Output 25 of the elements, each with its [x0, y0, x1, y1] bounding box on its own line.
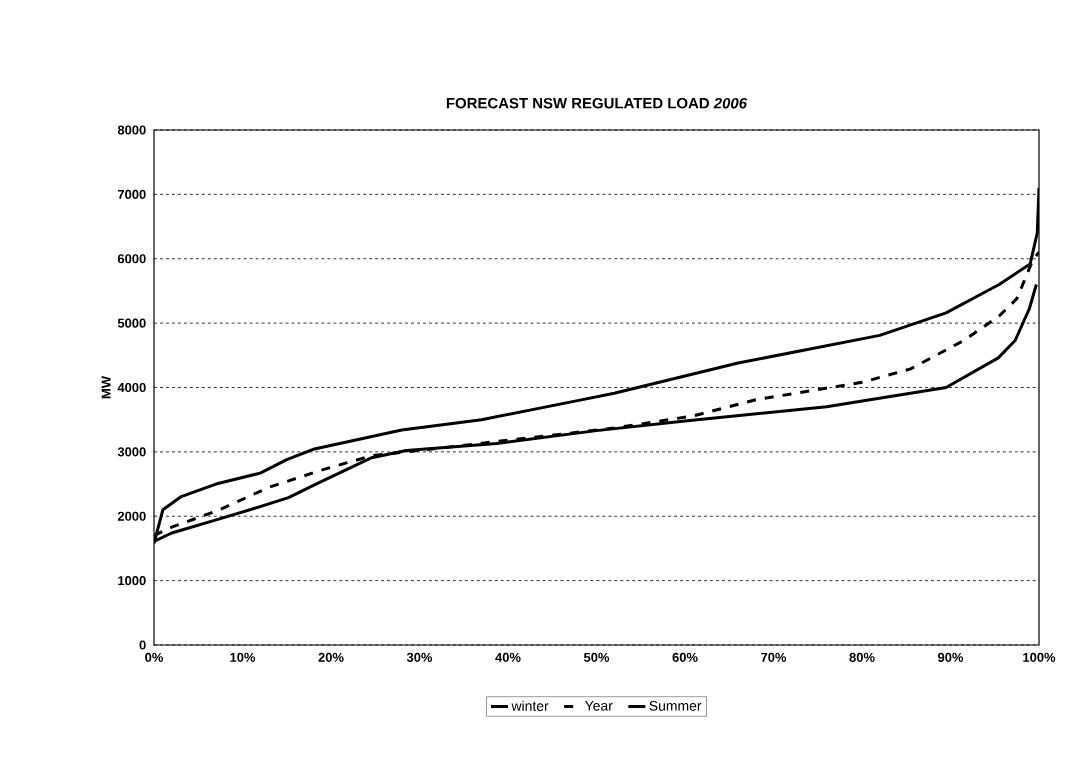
y-axis-title: MW — [101, 376, 111, 399]
x-tick-label: 70% — [761, 652, 787, 662]
chart-title: FORECAST NSW REGULATED LOAD 2006 — [446, 97, 748, 109]
legend-label: Summer — [649, 700, 702, 711]
y-tick-label: 3000 — [117, 447, 146, 457]
y-tick-label: 0 — [139, 640, 146, 650]
x-tick-label: 30% — [406, 652, 433, 662]
x-tick-label: 10% — [230, 652, 256, 662]
x-tick-label: 0% — [145, 652, 164, 662]
y-tick-label: 6000 — [117, 254, 146, 264]
y-tick-label: 5000 — [117, 318, 146, 328]
x-tick-label: 60% — [672, 652, 698, 662]
x-tick-label: 40% — [495, 652, 521, 662]
y-tick-label: 2000 — [117, 511, 146, 521]
legend-label: winter — [511, 700, 549, 711]
legend-label: Year — [584, 700, 613, 711]
x-tick-label: 20% — [318, 652, 344, 662]
x-tick-label: 50% — [583, 652, 610, 662]
x-tick-label: 80% — [849, 652, 875, 662]
y-tick-label: 8000 — [117, 125, 146, 135]
y-tick-label: 1000 — [118, 576, 146, 586]
y-tick-label: 4000 — [117, 382, 146, 393]
x-tick-label: 90% — [938, 652, 964, 662]
x-tick-label: 100% — [1023, 652, 1056, 662]
y-tick-label: 7000 — [117, 189, 146, 199]
